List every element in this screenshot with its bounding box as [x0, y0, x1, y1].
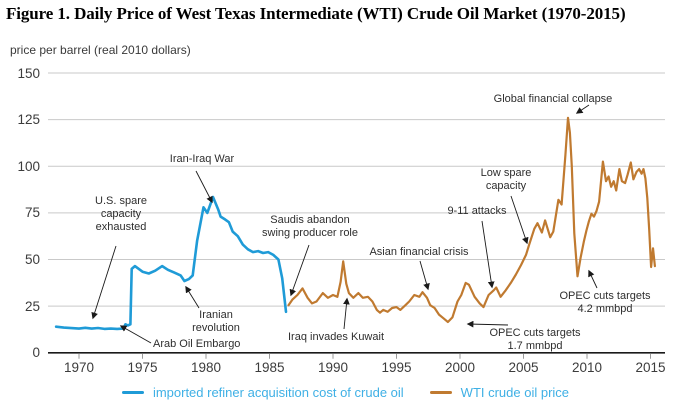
- y-axis-unit-label: price per barrel (real 2010 dollars): [10, 43, 191, 57]
- annotation-arrow-iran-iraq-war: [195, 170, 213, 204]
- figure-title: Figure 1. Daily Price of West Texas Inte…: [6, 4, 626, 23]
- x-axis-tick-label-2010: 2010: [571, 360, 603, 375]
- y-axis-tick-label-75: 75: [24, 205, 40, 221]
- annotation-iraq-invades-kuwait: Iraq invades Kuwait: [288, 331, 384, 343]
- annotation-arrow-asian-financial-crisis: [419, 260, 430, 291]
- annotation-arrow-saudis-abandon-swing-producer: [289, 244, 310, 297]
- annotation-arrow-low-spare-capacity: [510, 195, 529, 245]
- y-axis-tick-label-125: 125: [17, 112, 40, 128]
- x-axis-tick-label-2005: 2005: [508, 360, 539, 375]
- x-axis-tick-label-1975: 1975: [127, 360, 158, 375]
- annotation-nine-eleven-attacks: 9-11 attacks: [447, 205, 507, 217]
- x-axis-tick-label-1990: 1990: [317, 360, 349, 375]
- x-axis-tick-label-1985: 1985: [254, 360, 285, 375]
- annotation-opec-cuts-targets-4-2: OPEC cuts targets 4.2 mmbpd: [559, 290, 651, 315]
- legend-label-refiner-cost: imported refiner acquisition cost of cru…: [152, 385, 404, 400]
- x-axis-tick-label-2015: 2015: [635, 360, 666, 375]
- x-axis-tick-label-1980: 1980: [190, 360, 222, 375]
- annotation-arrow-iranian-revolution: [185, 285, 200, 309]
- annotation-arrow-opec-cuts-targets-1-7: [466, 320, 509, 328]
- annotation-arab-oil-embargo: Arab Oil Embargo: [153, 338, 241, 350]
- legend-marker-refiner-cost: [121, 390, 144, 395]
- annotation-arrow-opec-cuts-targets-4-2: [588, 269, 598, 289]
- legend-item-wti: WTI crude oil price: [429, 385, 570, 400]
- y-axis-tick-label-50: 50: [24, 252, 40, 268]
- annotation-asian-financial-crisis: Asian financial crisis: [369, 246, 469, 258]
- legend-label-wti: WTI crude oil price: [460, 385, 570, 400]
- annotation-arrow-nine-eleven-attacks: [481, 220, 495, 289]
- legend-item-refiner-cost: imported refiner acquisition cost of cru…: [121, 385, 404, 400]
- y-axis-tick-label-0: 0: [32, 345, 40, 361]
- annotation-arrow-us-spare-capacity-exhausted: [91, 245, 117, 320]
- y-axis-tick-label-25: 25: [24, 298, 40, 314]
- annotation-global-financial-collapse: Global financial collapse: [493, 93, 613, 105]
- x-axis-tick-label-1970: 1970: [63, 360, 95, 375]
- series-line-refiner-cost: [54, 195, 288, 331]
- y-axis-tick-label-100: 100: [17, 158, 40, 174]
- annotation-iranian-revolution: Iranian revolution: [192, 309, 240, 334]
- x-axis-tick-label-2000: 2000: [444, 360, 476, 375]
- legend-marker-wti: [429, 390, 452, 395]
- annotation-arrow-global-financial-collapse: [575, 104, 590, 114]
- annotation-arrow-iraq-invades-kuwait: [343, 297, 350, 330]
- y-axis-tick-label-150: 150: [17, 65, 40, 81]
- annotation-saudis-abandon-swing-producer: Saudis abandon swing producer role: [262, 214, 358, 239]
- annotation-arrow-arab-oil-embargo: [119, 325, 152, 344]
- series-line-wti: [287, 116, 657, 324]
- annotation-low-spare-capacity: Low spare capacity: [480, 167, 532, 192]
- annotation-opec-cuts-targets-1-7: OPEC cuts targets 1.7 mmbpd: [489, 327, 581, 352]
- x-axis-tick-label-1995: 1995: [381, 360, 412, 375]
- annotation-iran-iraq-war: Iran-Iraq War: [169, 153, 235, 165]
- legend: imported refiner acquisition cost of cru…: [0, 385, 691, 400]
- annotation-us-spare-capacity-exhausted: U.S. spare capacity exhausted: [95, 195, 147, 233]
